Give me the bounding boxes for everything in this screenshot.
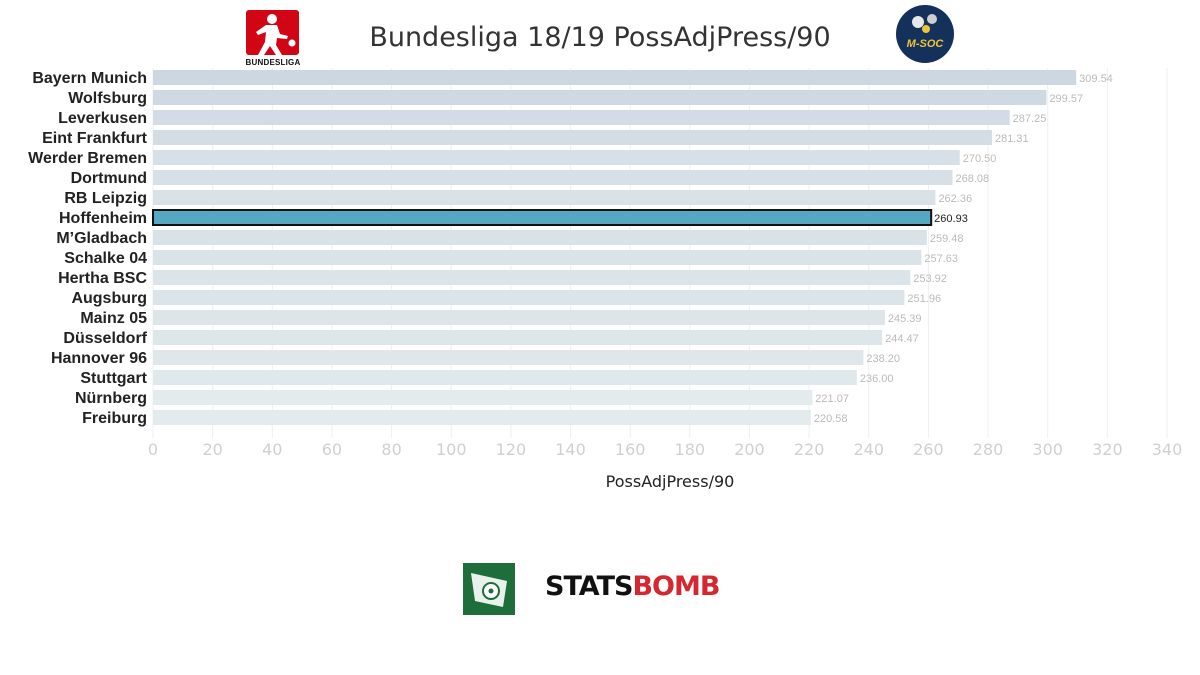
bar: [153, 270, 911, 285]
bar: [153, 330, 883, 345]
value-label: 221.07: [815, 393, 849, 405]
value-label: 245.39: [888, 313, 922, 325]
x-tick-label: 100: [436, 440, 467, 459]
bar: [153, 70, 1077, 85]
x-tick-label: 180: [675, 440, 706, 459]
bar: [153, 110, 1010, 125]
value-label: 262.36: [938, 193, 972, 205]
x-tick-label: 280: [973, 440, 1004, 459]
bar: [153, 230, 927, 245]
statsbomb-logo-part2: BOMB: [632, 571, 720, 602]
team-label: Leverkusen: [58, 110, 147, 127]
value-label: 260.93: [934, 213, 968, 225]
x-tick-label: 160: [615, 440, 646, 459]
team-label: Schalke 04: [64, 250, 147, 267]
value-label: 259.48: [930, 233, 964, 245]
bars: [152, 70, 1077, 425]
msoc-badge-text: M-SOC: [906, 38, 944, 50]
value-label: 268.08: [956, 173, 990, 185]
x-tick-label: 120: [496, 440, 527, 459]
team-label: Augsburg: [71, 290, 147, 307]
bar: [153, 290, 905, 305]
team-label: M’Gladbach: [56, 230, 147, 247]
bar: [153, 170, 953, 185]
x-tick-label: 200: [734, 440, 765, 459]
chart-title: Bundesliga 18/19 PossAdjPress/90: [369, 22, 831, 53]
team-label: Eint Frankfurt: [42, 130, 148, 147]
value-label: 244.47: [885, 333, 919, 345]
bar: [153, 310, 885, 325]
bundesliga-logo-mark: [246, 10, 299, 55]
x-axis-title: PossAdjPress/90: [606, 472, 735, 491]
team-label: Wolfsburg: [68, 90, 147, 107]
value-label: 309.54: [1079, 73, 1113, 85]
x-tick-label: 40: [262, 440, 282, 459]
x-tick-label: 0: [148, 440, 158, 459]
team-label: Hannover 96: [51, 350, 147, 367]
team-label: Nürnberg: [75, 390, 147, 407]
bundesliga-logo-text: BUNDESLIGA: [245, 58, 301, 67]
statsbomb-logo-part1: STATS: [545, 571, 633, 602]
x-tick-label: 320: [1092, 440, 1123, 459]
value-label: 253.92: [913, 273, 947, 285]
bar: [153, 90, 1047, 105]
bar: [153, 390, 813, 405]
x-tick-label: 340: [1152, 440, 1183, 459]
value-label: 270.50: [963, 153, 997, 165]
value-label: 251.96: [907, 293, 941, 305]
x-tick-label: 80: [381, 440, 401, 459]
team-label: Hoffenheim: [59, 210, 147, 227]
x-axis-ticks: 0 20 40 60 80 100 120 140 160 180 200 220 240 260 280 3…: [148, 440, 1182, 459]
msoc-badge-logo: M-SOC: [896, 5, 954, 63]
bar: [153, 190, 936, 205]
team-label: Mainz 05: [80, 310, 147, 327]
bar: [153, 370, 857, 385]
team-label: Freiburg: [82, 410, 147, 427]
team-label: RB Leipzig: [64, 190, 147, 207]
team-label: Düsseldorf: [63, 330, 147, 347]
team-label: Werder Bremen: [28, 150, 147, 167]
x-tick-label: 20: [202, 440, 222, 459]
team-label: Hertha BSC: [58, 270, 147, 287]
football-club-logo: [463, 563, 515, 615]
value-label: 281.31: [995, 133, 1029, 145]
team-label: Dortmund: [71, 170, 147, 187]
statsbomb-logo: STATSBOMB: [545, 571, 720, 602]
x-tick-label: 240: [853, 440, 884, 459]
team-label: Stuttgart: [80, 370, 147, 387]
x-tick-label: 60: [322, 440, 342, 459]
bundesliga-logo: BUNDESLIGA: [238, 10, 308, 70]
x-tick-label: 300: [1032, 440, 1063, 459]
x-tick-label: 220: [794, 440, 825, 459]
bar: [153, 150, 960, 165]
x-tick-label: 140: [555, 440, 586, 459]
bar: [153, 250, 922, 265]
team-label: Bayern Munich: [32, 70, 147, 87]
x-tick-label: 260: [913, 440, 944, 459]
bar: [152, 209, 933, 226]
team-labels: Bayern Munich Wolfsburg Leverkusen Eint Fra…: [28, 70, 148, 427]
bar: [153, 130, 992, 145]
value-label: 238.20: [866, 353, 900, 365]
bar: [153, 350, 864, 365]
value-label: 299.57: [1049, 93, 1083, 105]
value-label: 257.63: [924, 253, 958, 265]
bar: [153, 410, 811, 425]
value-label: 236.00: [860, 373, 894, 385]
value-label: 287.25: [1013, 113, 1047, 125]
value-label: 220.58: [814, 413, 848, 425]
